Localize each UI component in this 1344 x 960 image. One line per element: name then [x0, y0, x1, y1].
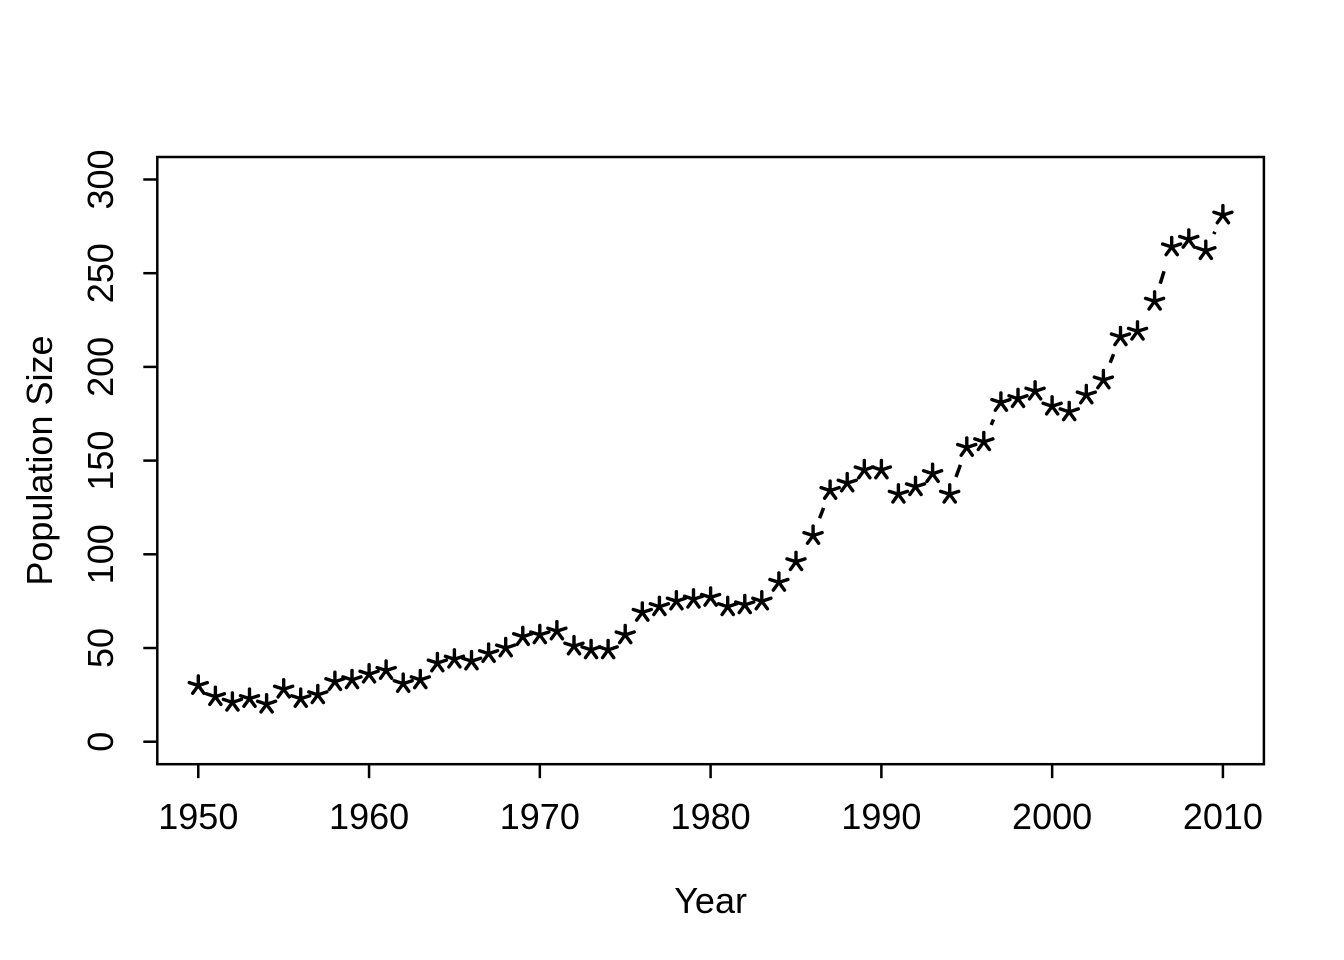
- data-point-marker: [870, 458, 893, 480]
- data-point-marker: [546, 619, 568, 641]
- data-point-marker: [494, 636, 517, 658]
- y-tick-label: 150: [80, 431, 121, 491]
- x-tick-label: 1990: [841, 796, 921, 837]
- data-point-marker: [887, 483, 910, 504]
- x-axis-title: Year: [674, 880, 747, 921]
- data-point-marker: [1092, 368, 1115, 390]
- data-point-marker: [1178, 228, 1200, 249]
- data-point-marker: [580, 638, 602, 660]
- data-point-marker: [973, 430, 995, 452]
- data-point-marker: [221, 691, 244, 712]
- y-tick-label: 0: [80, 732, 121, 752]
- data-point-marker: [1109, 325, 1132, 347]
- data-point-marker: [921, 462, 944, 484]
- x-tick-label: 2000: [1012, 796, 1092, 837]
- data-point-marker: [187, 674, 209, 695]
- data-point-marker: [1126, 320, 1149, 341]
- data-point-marker: [324, 670, 346, 692]
- y-tick-label: 250: [80, 243, 121, 303]
- x-tick-label: 2010: [1183, 796, 1263, 837]
- data-point-marker: [409, 668, 431, 690]
- data-point-marker: [597, 638, 619, 660]
- data-point-marker: [204, 685, 227, 707]
- plot-area: 0 50 100 150 200 250 300 1950 1960 1970 1980 1990 20…: [80, 149, 1266, 837]
- series-segment: [1158, 264, 1168, 285]
- data-point-marker: [648, 595, 671, 617]
- x-tick-label: 1970: [500, 796, 580, 837]
- data-point-marker: [836, 471, 858, 493]
- data-point-marker: [990, 391, 1012, 412]
- data-point-marker: [904, 475, 927, 497]
- y-axis-title: Population Size: [19, 336, 60, 586]
- y-tick-label: 50: [80, 628, 121, 668]
- data-point-marker: [699, 586, 722, 607]
- series-segment: [1108, 353, 1116, 364]
- data-point-marker: [238, 687, 261, 708]
- data-point-marker: [665, 590, 688, 611]
- data-point-marker: [1075, 383, 1097, 405]
- data-point-marker: [512, 625, 534, 647]
- data-point-marker: [1024, 380, 1046, 401]
- data-point-marker: [734, 593, 756, 615]
- data-point-marker: [938, 483, 961, 504]
- series-segment: [954, 464, 963, 478]
- data-point-marker: [1143, 290, 1166, 311]
- data-point-marker: [956, 436, 978, 457]
- data-point-marker: [290, 687, 312, 708]
- plot-box: [156, 155, 1266, 766]
- data-point-marker: [341, 668, 363, 690]
- series-segment: [817, 507, 826, 519]
- data-point-marker: [563, 634, 585, 656]
- series-segment: [1212, 231, 1217, 235]
- data-point-marker: [768, 571, 790, 592]
- data-point-marker: [716, 595, 739, 617]
- data-point-marker: [682, 588, 705, 609]
- y-tick-label: 300: [80, 149, 121, 209]
- data-point-marker: [1160, 235, 1183, 257]
- data-point-marker: [443, 648, 466, 669]
- data-point-marker: [853, 458, 875, 480]
- data-point-marker: [307, 683, 329, 705]
- data-point-marker: [785, 550, 807, 572]
- series-segment: [989, 418, 996, 426]
- data-point-marker: [1041, 395, 1063, 416]
- data-point-marker: [477, 642, 500, 663]
- x-tick-label: 1980: [671, 796, 751, 837]
- data-point-marker: [1058, 400, 1080, 422]
- data-point-marker: [392, 672, 414, 693]
- data-point-marker: [1195, 239, 1217, 261]
- x-tick-label: 1950: [158, 796, 238, 837]
- data-point-marker: [631, 601, 653, 622]
- data-point-marker: [426, 651, 449, 673]
- data-point-marker: [819, 479, 841, 500]
- data-point-marker: [460, 649, 483, 671]
- data-point-marker: [358, 663, 380, 684]
- data-point-marker: [1212, 203, 1234, 225]
- data-point-marker: [529, 623, 551, 645]
- data-point-marker: [1007, 387, 1029, 409]
- data-point-marker: [255, 693, 278, 714]
- data-point-marker: [272, 678, 295, 699]
- x-tick-label: 1960: [329, 796, 409, 837]
- data-point-marker: [802, 524, 824, 545]
- y-tick-label: 100: [80, 524, 121, 584]
- data-point-marker: [614, 623, 636, 645]
- y-tick-label: 200: [80, 337, 121, 397]
- data-point-marker: [375, 659, 397, 680]
- data-point-marker: [751, 590, 773, 611]
